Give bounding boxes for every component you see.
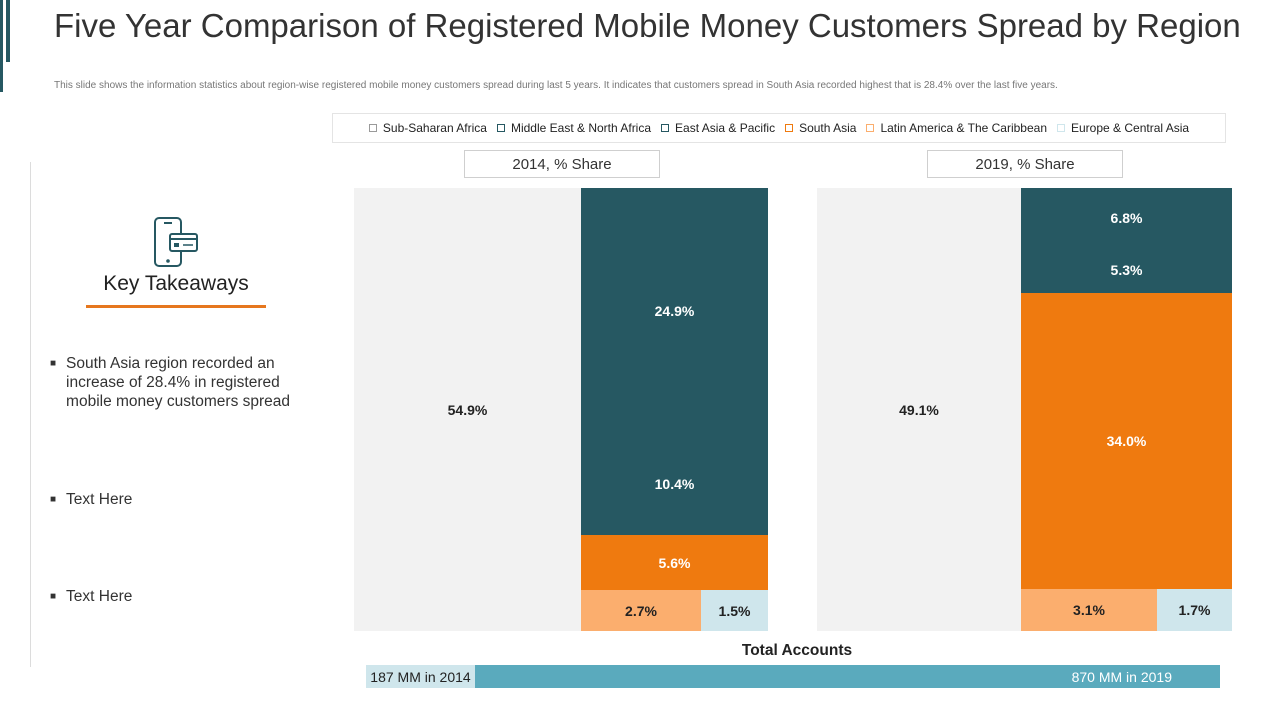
total-accounts-title: Total Accounts [741, 642, 853, 659]
key-takeaways-title: Key Takeaways [103, 272, 249, 295]
chart-2019-title: 2019, % Share [927, 150, 1123, 178]
segment-europe-central-asia: 1.5% [701, 590, 768, 631]
legend-swatch [785, 124, 794, 132]
takeaway-bullet-1: ■ South Asia region recorded an increase… [50, 354, 310, 411]
chart-2014: 54.9% 24.9% 10.4% 5.6% 2.7% 1.5% [354, 188, 768, 631]
chart-legend: Sub-Saharan Africa Middle East & North A… [332, 113, 1226, 143]
segment-value-label: 6.8% [1110, 209, 1143, 226]
segment-middle-east-north-africa: 6.8% [1021, 188, 1232, 247]
bullet-icon: ■ [50, 494, 57, 505]
mobile-payment-icon [154, 217, 198, 267]
takeaway-bullet-2: ■ Text Here [50, 490, 310, 509]
key-takeaways-underline [86, 305, 266, 308]
total-accounts-bar: 187 MM in 2014 870 MM in 2019 [366, 665, 1220, 688]
chart-2014-title: 2014, % Share [464, 150, 660, 178]
legend-swatch [368, 124, 377, 132]
takeaway-text: Text Here [66, 588, 133, 605]
segment-south-asia: 34.0% [1021, 293, 1232, 589]
segment-europe-central-asia: 1.7% [1157, 589, 1232, 631]
legend-item-latin-america: Latin America & The Caribbean [866, 121, 1047, 135]
legend-item-middle-east: Middle East & North Africa [496, 121, 652, 135]
segment-east-asia-pacific: 10.4% [581, 433, 768, 535]
chart-2019: 49.1% 6.8% 5.3% 34.0% 3.1% 1.7% [817, 188, 1232, 631]
segment-value-label: 10.4% [654, 476, 695, 492]
segment-value-label: 49.1% [899, 401, 939, 418]
legend-swatch [866, 124, 875, 132]
bullet-icon: ■ [50, 591, 57, 602]
segment-value-label: 1.7% [1178, 602, 1211, 618]
legend-swatch [1057, 124, 1065, 132]
legend-item-east-asia: East Asia & Pacific [661, 121, 775, 135]
takeaway-bullet-3: ■ Text Here [50, 587, 310, 606]
segment-south-asia: 5.6% [581, 535, 768, 590]
segment-value-label: 34.0% [1106, 433, 1147, 449]
legend-item-sub-saharan-africa: Sub-Saharan Africa [368, 121, 487, 135]
segment-east-asia-pacific: 5.3% [1021, 247, 1232, 293]
segment-value-label: 5.3% [1110, 262, 1143, 278]
bullet-icon: ■ [50, 358, 57, 369]
segment-sub-saharan-africa: 49.1% [817, 188, 1021, 631]
segment-latin-america-the-caribbean: 3.1% [1021, 589, 1157, 631]
segment-value-label: 1.5% [718, 602, 751, 619]
segment-value-label: 5.6% [658, 554, 691, 571]
legend-label: Latin America & The Caribbean [880, 121, 1047, 135]
accent-bar [0, 0, 3, 92]
legend-item-europe: Europe & Central Asia [1057, 121, 1189, 135]
takeaway-text: South Asia region recorded an increase o… [66, 355, 291, 410]
takeaway-text: Text Here [66, 491, 133, 508]
legend-item-south-asia: South Asia [785, 121, 856, 135]
legend-label: Middle East & North Africa [510, 121, 652, 135]
segment-value-label: 3.1% [1073, 602, 1105, 618]
legend-swatch [661, 124, 670, 132]
page-title: Five Year Comparison of Registered Mobil… [54, 7, 1241, 44]
segment-value-label: 24.9% [654, 302, 695, 319]
accent-bar-inner [6, 0, 10, 62]
page-subtitle: This slide shows the information statist… [54, 80, 1058, 91]
legend-label: South Asia [799, 121, 857, 135]
legend-swatch [496, 124, 505, 132]
legend-label: Sub-Saharan Africa [382, 121, 487, 135]
left-panel-divider [30, 162, 31, 667]
segment-middle-east-north-africa: 24.9% [581, 188, 768, 433]
total-2019-segment: 870 MM in 2019 [1071, 668, 1172, 685]
total-2014-segment: 187 MM in 2014 [366, 665, 475, 688]
segment-value-label: 54.9% [447, 401, 488, 418]
segment-sub-saharan-africa: 54.9% [354, 188, 581, 631]
segment-value-label: 2.7% [625, 602, 657, 619]
legend-label: East Asia & Pacific [675, 121, 776, 135]
segment-latin-america-the-caribbean: 2.7% [581, 590, 701, 631]
legend-label: Europe & Central Asia [1071, 121, 1190, 135]
